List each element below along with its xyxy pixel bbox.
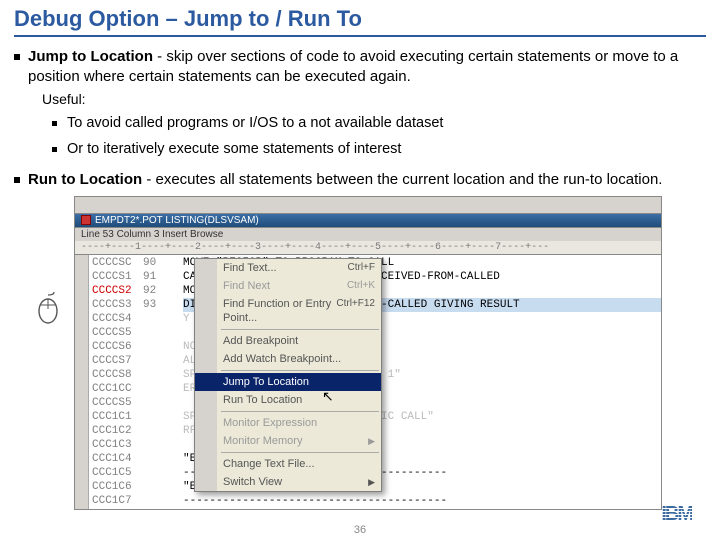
sub-bullet-1: To avoid called programs or I/OS to a no… [52, 114, 706, 134]
line-id-column: CCCCSCCCCCS1CCCCS2CCCCS3CCCCS4CCCCS5CCCC… [89, 255, 143, 509]
menu-item[interactable]: Find Text...Ctrl+F [195, 259, 381, 277]
menu-item[interactable]: Run To Location [195, 391, 381, 409]
run-heading: Run to Location [28, 171, 142, 188]
bullet-square-icon [52, 121, 57, 126]
slide-number: 36 [354, 524, 366, 536]
sub-bullet-2: Or to iteratively execute some statement… [52, 140, 706, 160]
line-number-column: 90919293 [143, 255, 183, 509]
slide-title: Debug Option – Jump to / Run To [14, 6, 706, 37]
menu-item[interactable]: Find Function or Entry Point...Ctrl+F12 [195, 295, 381, 327]
breakpoint-gutter[interactable] [75, 255, 89, 509]
menu-item[interactable]: Monitor Memory▶ [195, 432, 381, 450]
close-icon[interactable] [81, 215, 91, 225]
bullet-run: Run to Location - executes all statement… [14, 170, 706, 190]
menu-item[interactable]: Jump To Location [195, 373, 381, 391]
menu-item[interactable]: Add Watch Breakpoint... [195, 350, 381, 368]
window-title-bar[interactable]: EMPDT2*.POT LISTING(DLSVSAM) [74, 214, 662, 228]
debugger-screenshot: EMPDT2*.POT LISTING(DLSVSAM) Line 53 Col… [74, 196, 662, 510]
sub2-text: Or to iteratively execute some statement… [67, 140, 401, 160]
window-title: EMPDT2*.POT LISTING(DLSVSAM) [95, 215, 259, 226]
ibm-logo: IBM [661, 503, 692, 526]
window-menubar[interactable] [74, 196, 662, 214]
useful-label: Useful: [42, 90, 706, 109]
menu-item[interactable]: Switch View▶ [195, 473, 381, 491]
mouse-icon [34, 291, 62, 325]
bullet-square-icon [52, 147, 57, 152]
menu-item[interactable]: Monitor Expression [195, 414, 381, 432]
jump-heading: Jump to Location [28, 48, 153, 65]
menu-item[interactable]: Add Breakpoint [195, 332, 381, 350]
menu-item[interactable]: Find NextCtrl+K [195, 277, 381, 295]
sub1-text: To avoid called programs or I/OS to a no… [67, 114, 443, 134]
menu-item[interactable]: Change Text File... [195, 455, 381, 473]
context-menu[interactable]: Find Text...Ctrl+FFind NextCtrl+KFind Fu… [194, 258, 382, 492]
bullet-square-icon [14, 177, 20, 183]
editor-ruler: ----+----1----+----2----+----3----+----4… [74, 241, 662, 255]
bullet-square-icon [14, 54, 20, 60]
run-desc: - executes all statements between the cu… [142, 171, 662, 188]
bullet-jump: Jump to Location - skip over sections of… [14, 47, 706, 88]
editor-toolbar: Line 53 Column 3 Insert Browse [74, 228, 662, 241]
